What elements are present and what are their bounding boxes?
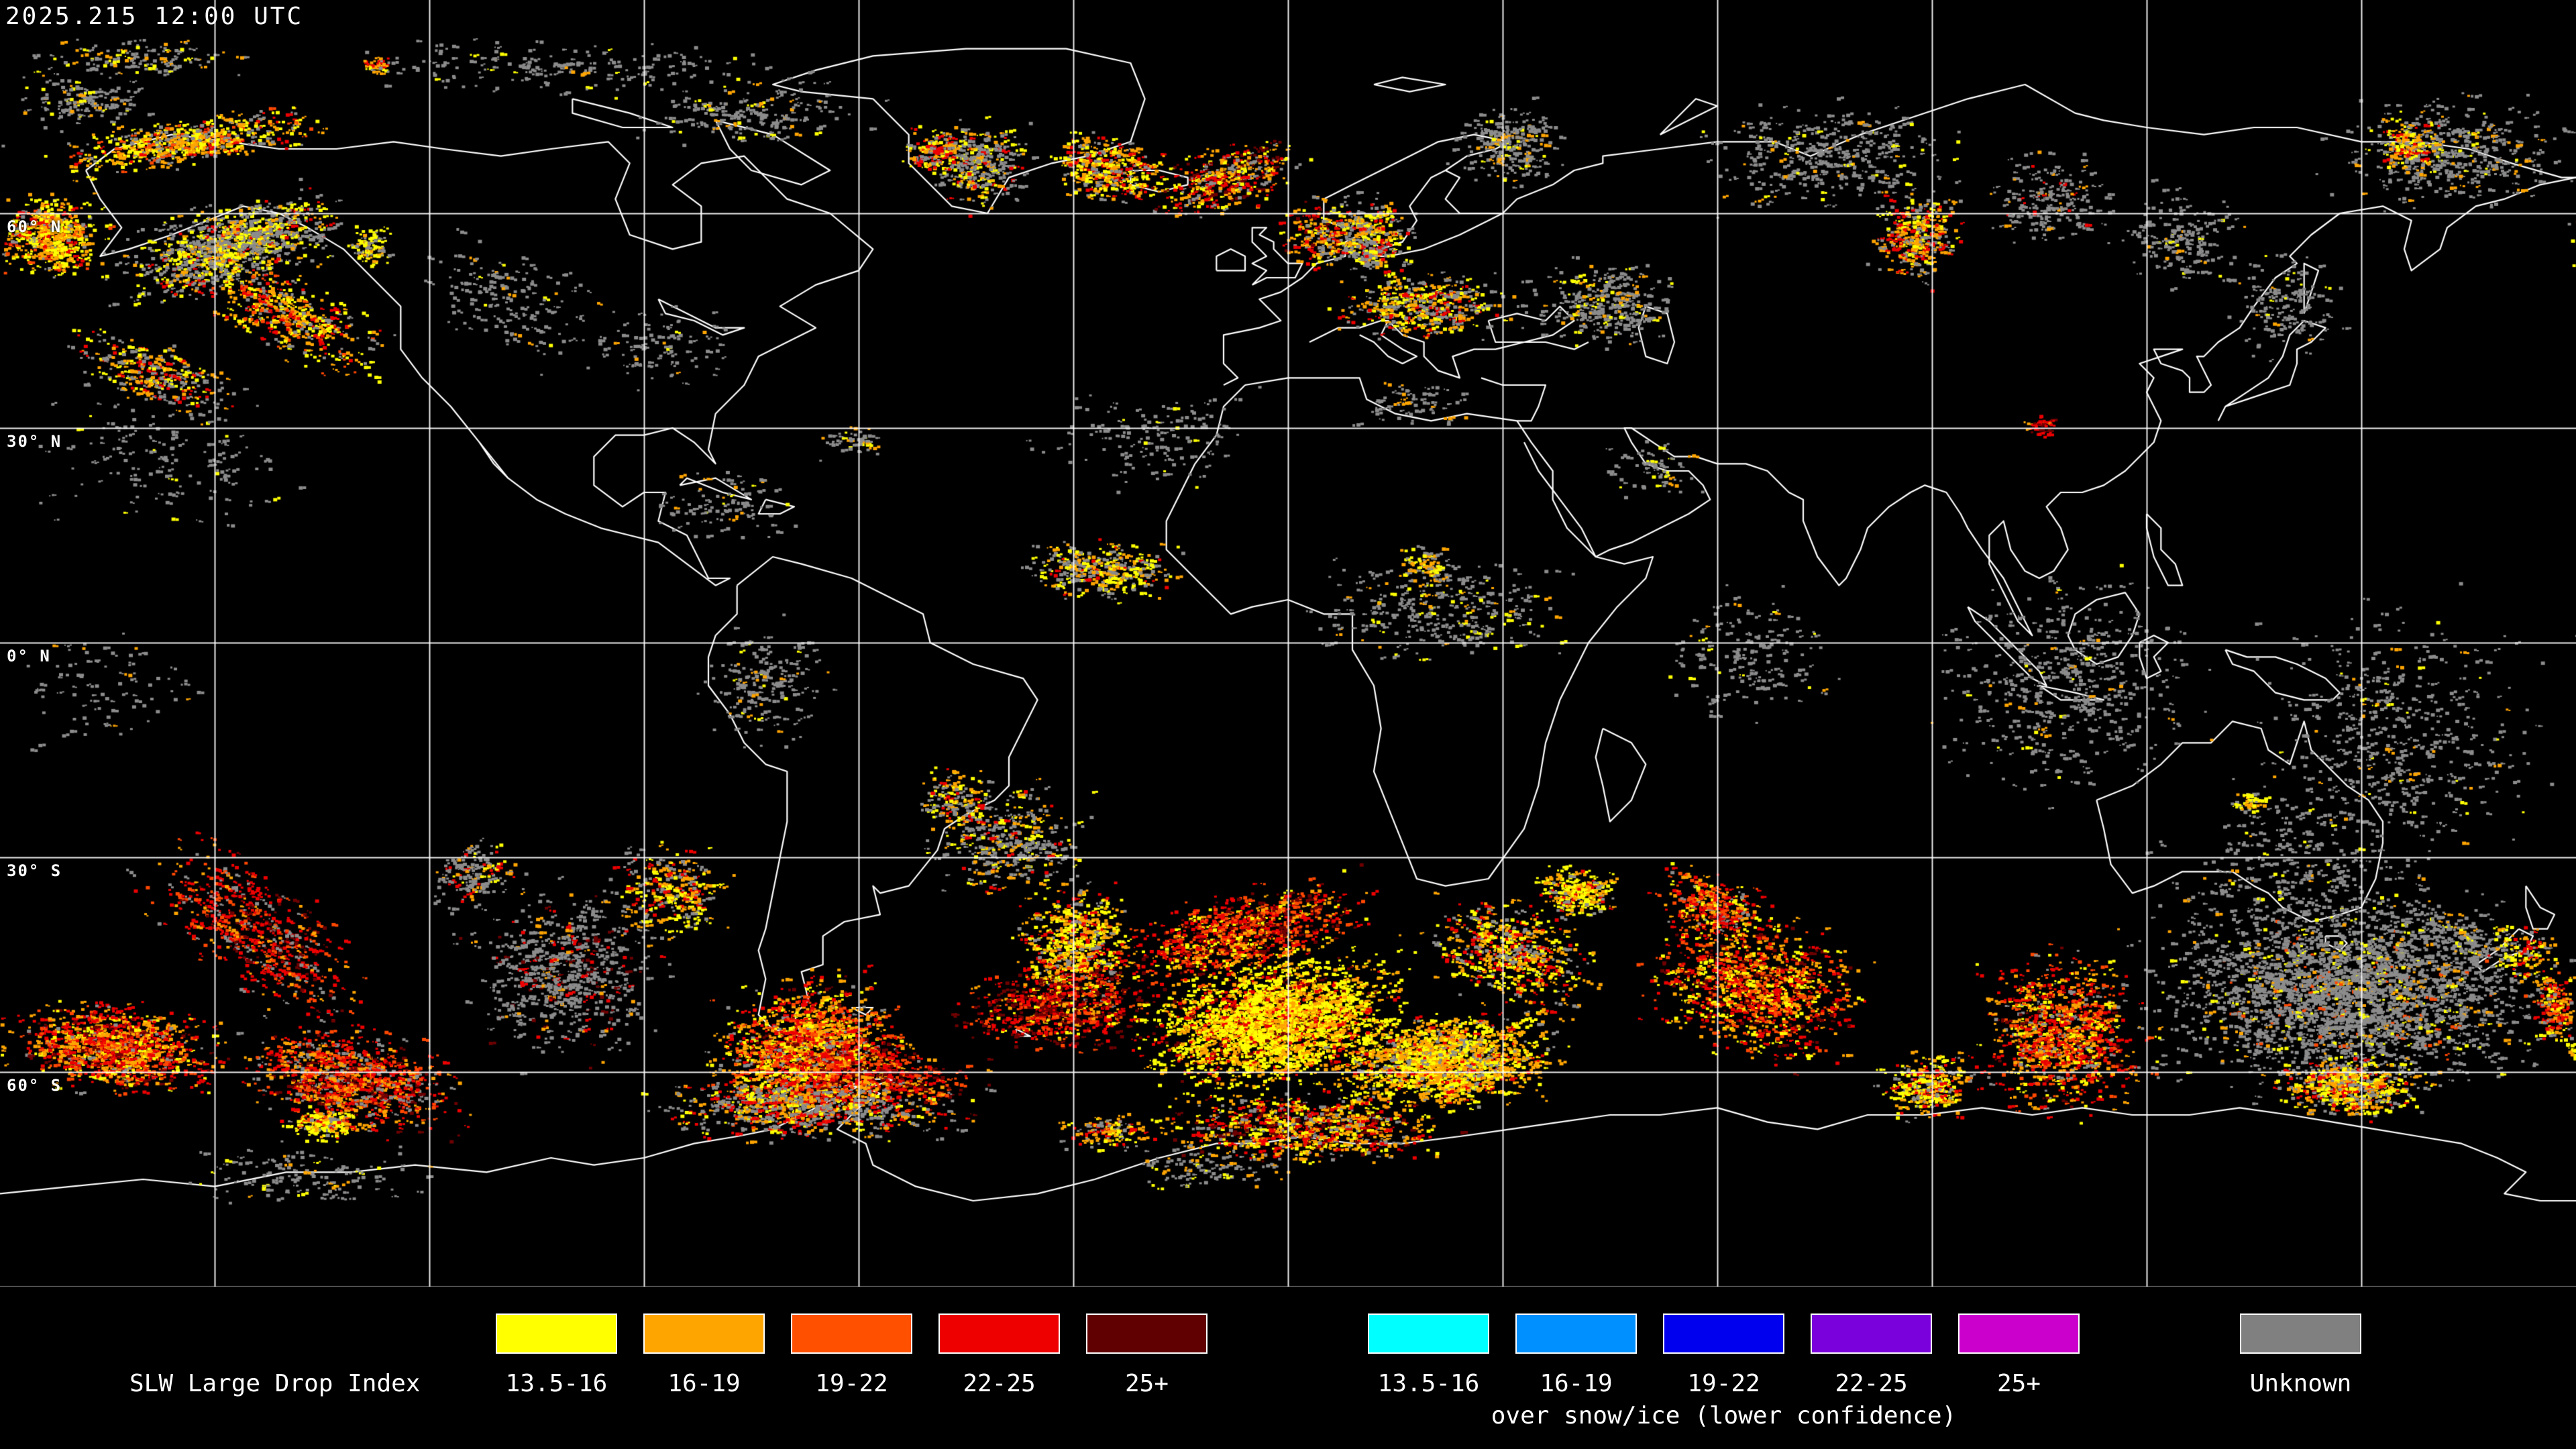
legend-swatch-label: 16-19 (667, 1370, 741, 1397)
legend-swatch (496, 1313, 617, 1354)
legend-swatch (1958, 1313, 2080, 1354)
legend: SLW Large Drop Index 13.5-16 16-19 19-22 22… (0, 1287, 2576, 1449)
legend-snow-ice-note: over snow/ice (lower confidence) (1491, 1402, 1957, 1430)
legend-unknown-label: Unknown (2249, 1370, 2352, 1397)
legend-swatch-label: 13.5-16 (505, 1370, 608, 1397)
latitude-label: 60° S (7, 1076, 62, 1095)
legend-swatch (1663, 1313, 1784, 1354)
legend-item: 13.5-16 (496, 1313, 617, 1397)
legend-swatch (1368, 1313, 1489, 1354)
legend-swatch-label: 25+ (1996, 1370, 2041, 1397)
legend-swatch (643, 1313, 765, 1354)
legend-item: 25+ (1958, 1313, 2080, 1397)
legend-title: SLW Large Drop Index (129, 1370, 421, 1397)
legend-swatch-label: 19-22 (815, 1370, 888, 1397)
legend-item: 19-22 (1663, 1313, 1784, 1397)
legend-unknown-swatch (2240, 1313, 2361, 1354)
legend-swatch-label: 22-25 (963, 1370, 1036, 1397)
legend-item: 16-19 (643, 1313, 765, 1397)
latitude-label: 30° N (7, 432, 62, 451)
legend-scale-primary: 13.5-16 16-19 19-22 22-25 25+ (496, 1313, 1208, 1397)
legend-swatch (938, 1313, 1060, 1354)
legend-item: 16-19 (1515, 1313, 1637, 1397)
latitude-label: 60° N (7, 217, 62, 236)
legend-scale-snow-ice: 13.5-16 16-19 19-22 22-25 25+ (1368, 1313, 2080, 1397)
legend-swatch-label: 25+ (1124, 1370, 1169, 1397)
legend-item: 22-25 (938, 1313, 1060, 1397)
legend-swatch (1811, 1313, 1932, 1354)
legend-swatch-label: 22-25 (1835, 1370, 1908, 1397)
legend-item: 22-25 (1811, 1313, 1932, 1397)
legend-item: 13.5-16 (1368, 1313, 1489, 1397)
legend-unknown: Unknown (2240, 1313, 2361, 1397)
latitude-label: 30° S (7, 861, 62, 880)
legend-item: 19-22 (791, 1313, 912, 1397)
timestamp: 2025.215 12:00 UTC (5, 3, 304, 30)
legend-swatch (791, 1313, 912, 1354)
latitude-label: 0° N (7, 647, 51, 665)
legend-swatch (1515, 1313, 1637, 1354)
legend-swatch-label: 13.5-16 (1377, 1370, 1480, 1397)
legend-swatch (1086, 1313, 1208, 1354)
legend-swatch-label: 19-22 (1687, 1370, 1760, 1397)
legend-swatch-label: 16-19 (1540, 1370, 1613, 1397)
legend-item: 25+ (1086, 1313, 1208, 1397)
